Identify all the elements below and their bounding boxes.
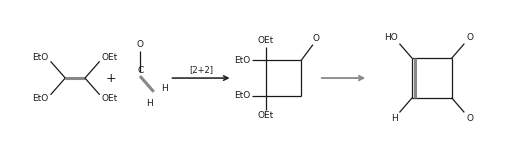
Text: HO: HO bbox=[384, 33, 397, 42]
Text: OEt: OEt bbox=[102, 94, 118, 103]
Text: C: C bbox=[138, 66, 144, 75]
Text: EtO: EtO bbox=[33, 53, 49, 62]
Text: OEt: OEt bbox=[258, 111, 274, 120]
Text: EtO: EtO bbox=[234, 91, 250, 100]
Text: [2+2]: [2+2] bbox=[189, 65, 213, 74]
Text: O: O bbox=[137, 40, 143, 49]
Text: O: O bbox=[466, 114, 473, 123]
Text: OEt: OEt bbox=[258, 36, 274, 45]
Text: OEt: OEt bbox=[102, 53, 118, 62]
Text: H: H bbox=[391, 114, 397, 123]
Text: +: + bbox=[105, 72, 116, 85]
Text: O: O bbox=[466, 33, 473, 42]
Text: H: H bbox=[146, 99, 153, 108]
Text: EtO: EtO bbox=[234, 56, 250, 65]
Text: O: O bbox=[312, 34, 320, 43]
Text: EtO: EtO bbox=[33, 94, 49, 103]
Text: H: H bbox=[161, 84, 167, 93]
